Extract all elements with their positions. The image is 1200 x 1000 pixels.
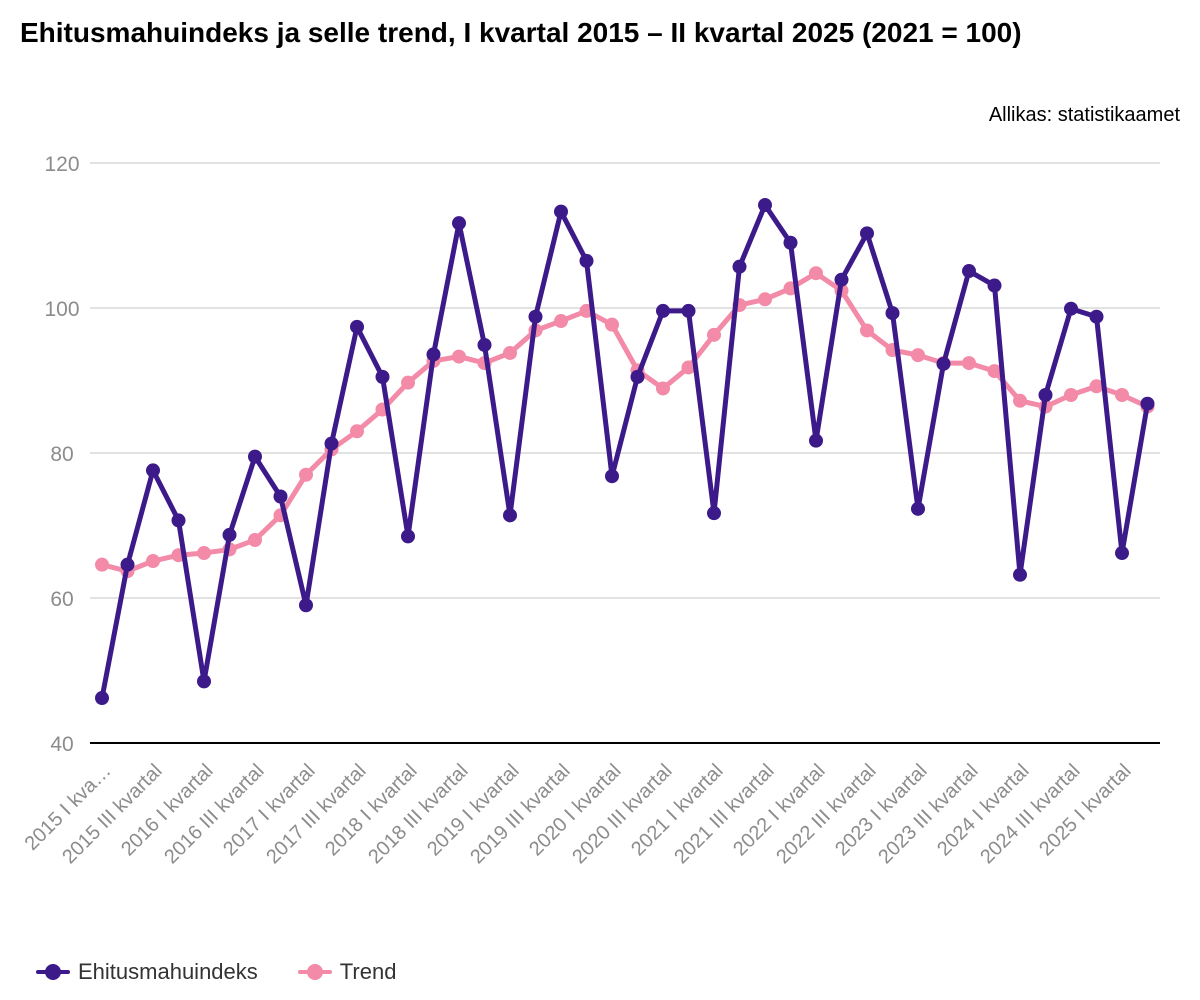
data-point: [197, 546, 211, 561]
legend: Ehitusmahuindeks Trend: [36, 957, 396, 987]
data-point: [987, 278, 1002, 293]
data-point: [452, 349, 466, 364]
y-tick-label: 60: [50, 588, 73, 611]
data-point: [1013, 393, 1027, 408]
data-point: [707, 327, 721, 342]
legend-label-index: Ehitusmahuindeks: [78, 959, 258, 984]
data-point: [1038, 388, 1053, 402]
data-point: [758, 198, 772, 213]
data-point: [656, 303, 670, 318]
data-point: [630, 369, 645, 384]
y-tick-label: 120: [44, 153, 79, 176]
data-point: [1115, 546, 1129, 561]
data-point: [911, 348, 925, 363]
data-point: [350, 319, 364, 334]
data-point: [605, 317, 619, 332]
data-point: [273, 489, 288, 504]
source-note: Allikas: statistikaamet: [988, 104, 1180, 126]
data-point: [146, 463, 160, 478]
data-point: [860, 226, 874, 241]
data-point: [681, 360, 696, 375]
data-point: [962, 356, 976, 371]
legend-item-trend[interactable]: Trend: [297, 957, 397, 987]
data-point: [1013, 567, 1027, 582]
data-point: [1064, 301, 1078, 316]
data-point: [834, 272, 849, 287]
data-point: [809, 266, 823, 281]
data-point: [860, 323, 874, 338]
legend-label-trend: Trend: [339, 959, 397, 984]
data-point: [248, 533, 262, 547]
data-point: [120, 557, 135, 572]
data-point: [1064, 388, 1078, 402]
data-point: [885, 306, 900, 321]
y-axis-labels: 40 60 80 100 120: [44, 153, 79, 756]
data-point: [1089, 309, 1104, 324]
data-point: [324, 436, 339, 451]
data-point: [1140, 396, 1155, 411]
data-point: [656, 381, 670, 396]
data-point: [95, 557, 109, 572]
legend-marker-index-icon: [36, 957, 70, 987]
legend-item-index[interactable]: Ehitusmahuindeks: [36, 957, 258, 987]
data-point: [1115, 388, 1129, 402]
data-point: [95, 691, 109, 706]
data-point: [987, 364, 1002, 379]
data-point: [171, 513, 186, 528]
series-layer: [95, 198, 1155, 706]
data-point: [579, 253, 594, 268]
data-point: [197, 674, 211, 689]
data-point: [554, 314, 568, 329]
data-point: [401, 375, 415, 390]
data-point: [911, 501, 925, 516]
data-point: [962, 264, 976, 279]
series-ehitusmahuindeks: [95, 198, 1155, 706]
data-point: [528, 309, 543, 324]
data-point: [707, 506, 721, 521]
data-point: [783, 235, 798, 250]
data-point: [299, 467, 313, 482]
data-point: [350, 424, 364, 439]
data-point: [248, 449, 262, 464]
data-point: [936, 356, 951, 371]
data-point: [375, 369, 390, 384]
data-point: [1089, 379, 1104, 394]
data-point: [732, 259, 747, 274]
data-point: [503, 508, 517, 523]
data-point: [758, 292, 772, 307]
data-point: [477, 337, 492, 352]
y-tick-label: 40: [50, 733, 73, 756]
data-point: [426, 347, 441, 362]
legend-marker-trend-icon: [297, 957, 332, 987]
data-point: [554, 204, 568, 219]
data-point: [503, 345, 517, 360]
y-tick-label: 100: [44, 298, 79, 321]
data-point: [299, 598, 313, 613]
data-point: [401, 529, 415, 544]
gridlines: [90, 162, 1160, 744]
y-tick-label: 80: [50, 443, 73, 466]
data-point: [809, 433, 823, 448]
data-point: [222, 527, 237, 542]
chart-title: Ehitusmahuindeks ja selle trend, I kvart…: [20, 17, 1022, 48]
x-tick-label: 2025 I kvartal: [1035, 760, 1135, 860]
data-point: [452, 216, 466, 231]
data-point: [681, 303, 696, 318]
data-point: [605, 469, 619, 484]
data-point: [146, 554, 160, 569]
